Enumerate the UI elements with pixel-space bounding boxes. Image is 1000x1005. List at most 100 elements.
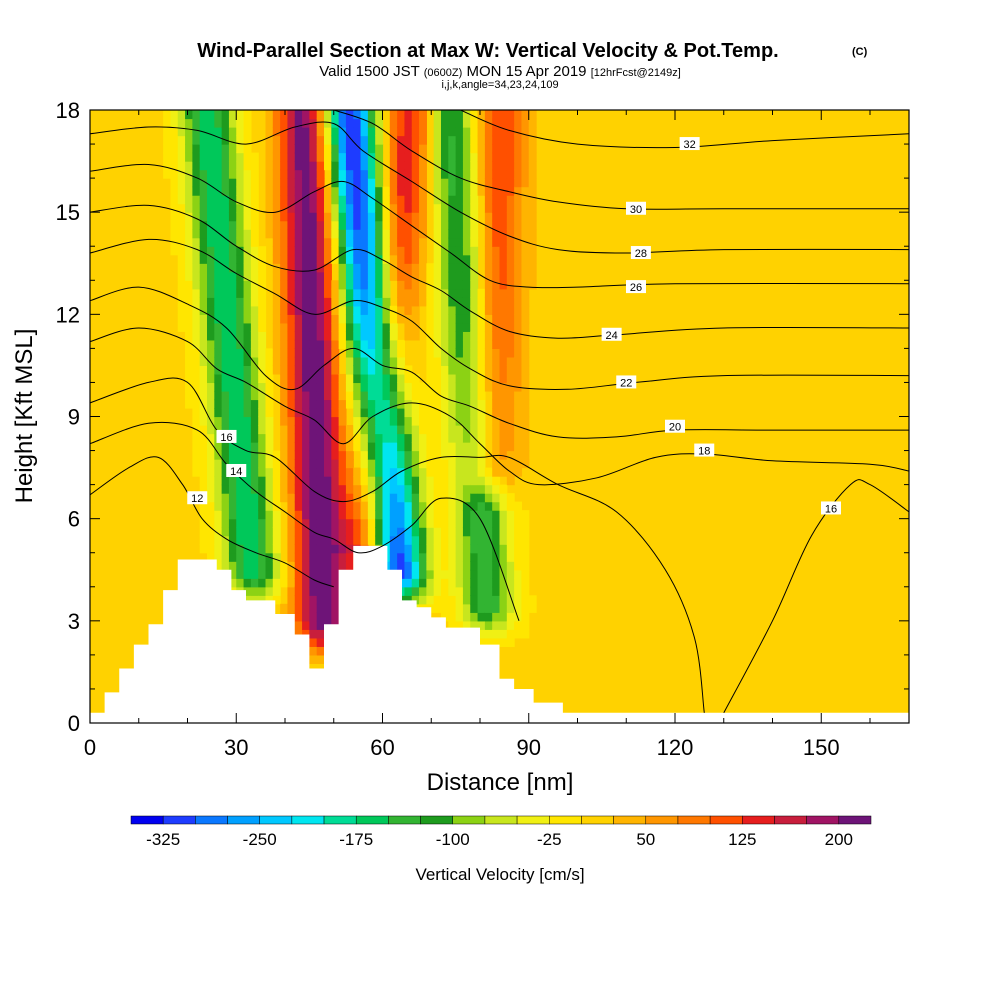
velocity-cell	[170, 161, 179, 171]
velocity-cell	[492, 620, 501, 630]
velocity-cell	[411, 425, 420, 435]
velocity-cell	[250, 271, 259, 281]
velocity-cell	[419, 561, 427, 571]
velocity-cell	[484, 595, 493, 605]
velocity-cell	[345, 450, 354, 460]
velocity-cell	[360, 425, 369, 435]
velocity-cell	[448, 135, 457, 145]
velocity-cell	[441, 407, 449, 418]
velocity-cell	[404, 518, 413, 528]
velocity-cell	[185, 212, 193, 222]
velocity-cell	[477, 178, 486, 188]
velocity-cell	[433, 322, 442, 332]
velocity-cell	[272, 135, 281, 145]
velocity-cell	[265, 365, 274, 375]
velocity-cell	[353, 110, 362, 120]
velocity-cell	[243, 220, 252, 230]
velocity-cell	[309, 467, 318, 477]
velocity-cell	[243, 501, 252, 511]
velocity-cell	[236, 442, 245, 452]
velocity-cell	[243, 433, 252, 443]
velocity-cell	[375, 314, 384, 324]
velocity-cell	[419, 263, 427, 273]
velocity-cell	[353, 297, 362, 307]
velocity-cell	[470, 416, 479, 426]
velocity-cell	[272, 356, 281, 367]
velocity-cell	[309, 237, 318, 247]
colorbar-swatch	[806, 815, 840, 825]
velocity-cell	[353, 288, 362, 298]
velocity-cell	[397, 476, 406, 486]
velocity-cell	[470, 152, 479, 162]
velocity-cell	[243, 263, 252, 273]
velocity-cell	[448, 433, 457, 443]
velocity-cell	[309, 578, 318, 588]
velocity-cell	[455, 127, 464, 137]
velocity-cell	[411, 586, 420, 596]
velocity-cell	[448, 620, 457, 630]
velocity-cell	[499, 271, 508, 281]
velocity-cell	[367, 203, 376, 213]
velocity-cell	[389, 493, 398, 503]
velocity-cell	[309, 373, 318, 384]
velocity-cell	[214, 110, 223, 120]
velocity-cell	[280, 305, 289, 315]
velocity-cell	[492, 493, 501, 503]
velocity-cell	[411, 195, 420, 205]
velocity-cell	[382, 331, 391, 341]
velocity-cell	[397, 314, 406, 324]
velocity-cell	[426, 467, 435, 477]
velocity-cell	[221, 161, 230, 171]
velocity-cell	[462, 144, 471, 154]
velocity-cell	[441, 518, 449, 528]
velocity-cell	[441, 246, 449, 256]
velocity-cell	[287, 535, 296, 545]
velocity-cell	[228, 203, 237, 213]
velocity-cell	[455, 518, 464, 528]
velocity-cell	[287, 365, 296, 375]
velocity-cell	[521, 144, 530, 154]
velocity-cell	[338, 390, 347, 401]
velocity-cell	[492, 399, 501, 409]
velocity-cell	[514, 237, 523, 247]
velocity-cell	[389, 161, 398, 171]
velocity-cell	[499, 535, 508, 545]
velocity-cell	[367, 186, 376, 196]
velocity-cell	[499, 595, 508, 605]
velocity-cell	[265, 348, 274, 358]
velocity-cell	[265, 399, 274, 409]
velocity-cell	[360, 305, 369, 315]
velocity-cell	[433, 569, 442, 579]
velocity-cell	[477, 493, 486, 503]
velocity-cell	[433, 416, 442, 426]
velocity-cell	[185, 314, 193, 324]
velocity-cell	[514, 152, 523, 162]
velocity-cell	[499, 135, 508, 145]
velocity-cell	[331, 212, 340, 222]
velocity-cell	[514, 561, 523, 571]
velocity-cell	[426, 433, 435, 443]
velocity-cell	[338, 144, 347, 154]
velocity-cell	[499, 390, 508, 401]
velocity-cell	[324, 203, 332, 213]
velocity-cell	[207, 425, 215, 435]
velocity-cell	[433, 203, 442, 213]
velocity-cell	[397, 280, 406, 290]
velocity-cell	[258, 544, 267, 554]
velocity-cell	[199, 220, 208, 230]
velocity-cell	[419, 527, 427, 537]
velocity-cell	[441, 339, 449, 349]
velocity-cell	[338, 220, 347, 230]
velocity-cell	[484, 518, 493, 528]
velocity-cell	[411, 203, 420, 213]
velocity-cell	[199, 288, 208, 298]
velocity-cell	[258, 271, 267, 281]
velocity-cell	[528, 195, 537, 205]
isentrope-label: 14	[230, 466, 242, 478]
velocity-cell	[280, 135, 289, 145]
velocity-cell	[294, 348, 303, 358]
velocity-cell	[389, 118, 398, 128]
velocity-cell	[192, 246, 201, 256]
velocity-cell	[426, 510, 435, 520]
velocity-cell	[236, 288, 245, 298]
